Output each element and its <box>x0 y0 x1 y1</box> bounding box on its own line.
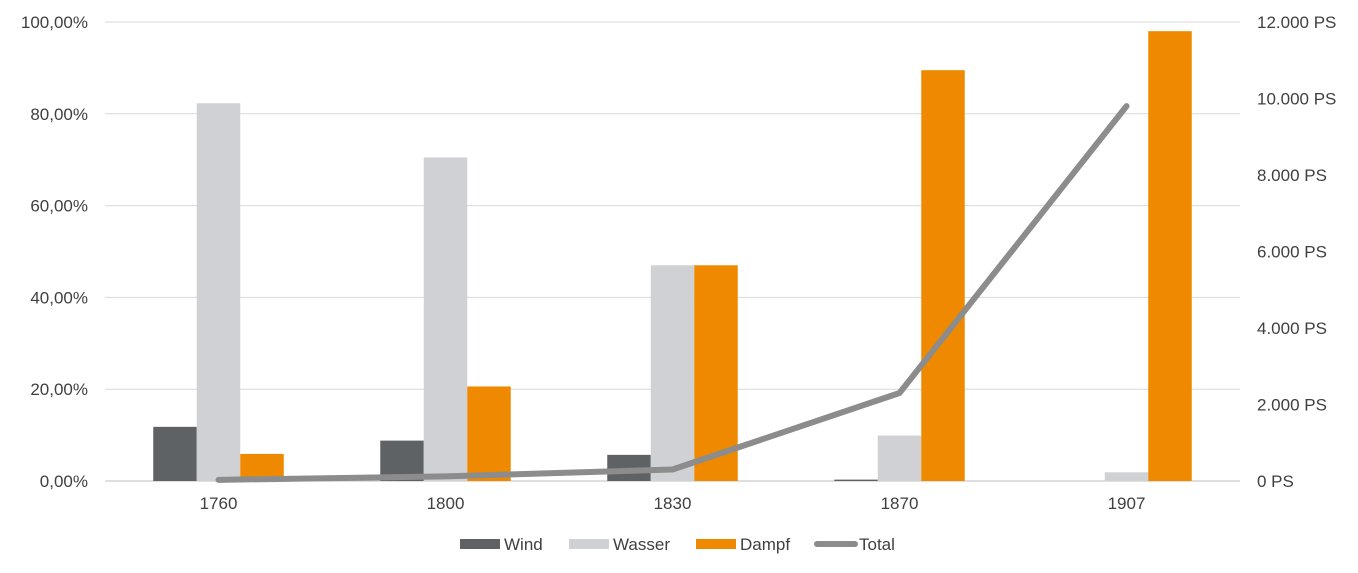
bar-dampf-1830 <box>694 265 738 481</box>
y-right-tick-label: 8.000 PS <box>1257 166 1327 185</box>
legend-label-wasser: Wasser <box>613 535 670 554</box>
bars <box>153 31 1192 482</box>
bar-dampf-1907 <box>1148 31 1192 482</box>
bar-wind-1760 <box>153 426 197 481</box>
bar-wasser-1870 <box>877 435 922 481</box>
y-right-tick-label: 0 PS <box>1257 472 1294 491</box>
legend-label-total: Total <box>859 535 895 554</box>
bar-wasser-1907 <box>1104 472 1149 481</box>
bar-wasser-1830 <box>650 265 695 481</box>
legend-label-wind: Wind <box>504 535 543 554</box>
legend-label-dampf: Dampf <box>740 535 790 554</box>
bar-wasser-1800 <box>423 157 468 481</box>
legend: Wind Wasser Dampf Total <box>460 535 895 554</box>
y-left-tick-label: 40,00% <box>30 288 88 307</box>
bar-dampf-1800 <box>467 386 511 481</box>
x-tick-label: 1830 <box>654 494 692 513</box>
y-left-tick-label: 0,00% <box>40 472 88 491</box>
y-left-tick-label: 100,00% <box>21 13 88 32</box>
y-left-tick-label: 20,00% <box>30 380 88 399</box>
total-line-layer <box>215 103 1130 483</box>
y-right-tick-label: 4.000 PS <box>1257 319 1327 338</box>
y-left-tick-label: 80,00% <box>30 105 88 124</box>
x-tick-label: 1800 <box>427 494 465 513</box>
y-right-tick-label: 2.000 PS <box>1257 396 1327 415</box>
x-tick-label: 1907 <box>1108 494 1146 513</box>
legend-swatch-dampf <box>696 539 736 549</box>
axes: 0,00% 20,00% 40,00% 60,00% 80,00% 100,00% 0 PS… <box>21 13 1337 513</box>
legend-swatch-wind <box>460 539 500 549</box>
x-tick-label: 1870 <box>881 494 919 513</box>
bar-dampf-1870 <box>921 70 965 481</box>
x-tick-label: 1760 <box>200 494 238 513</box>
bar-wind-1870 <box>834 479 878 481</box>
y-left-tick-label: 60,00% <box>30 197 88 216</box>
y-right-tick-label: 10.000 PS <box>1257 90 1336 109</box>
y-right-tick-label: 12.000 PS <box>1257 13 1336 32</box>
bar-wasser-1760 <box>196 103 241 482</box>
legend-swatch-wasser <box>569 539 609 549</box>
y-right-tick-label: 6.000 PS <box>1257 243 1327 262</box>
